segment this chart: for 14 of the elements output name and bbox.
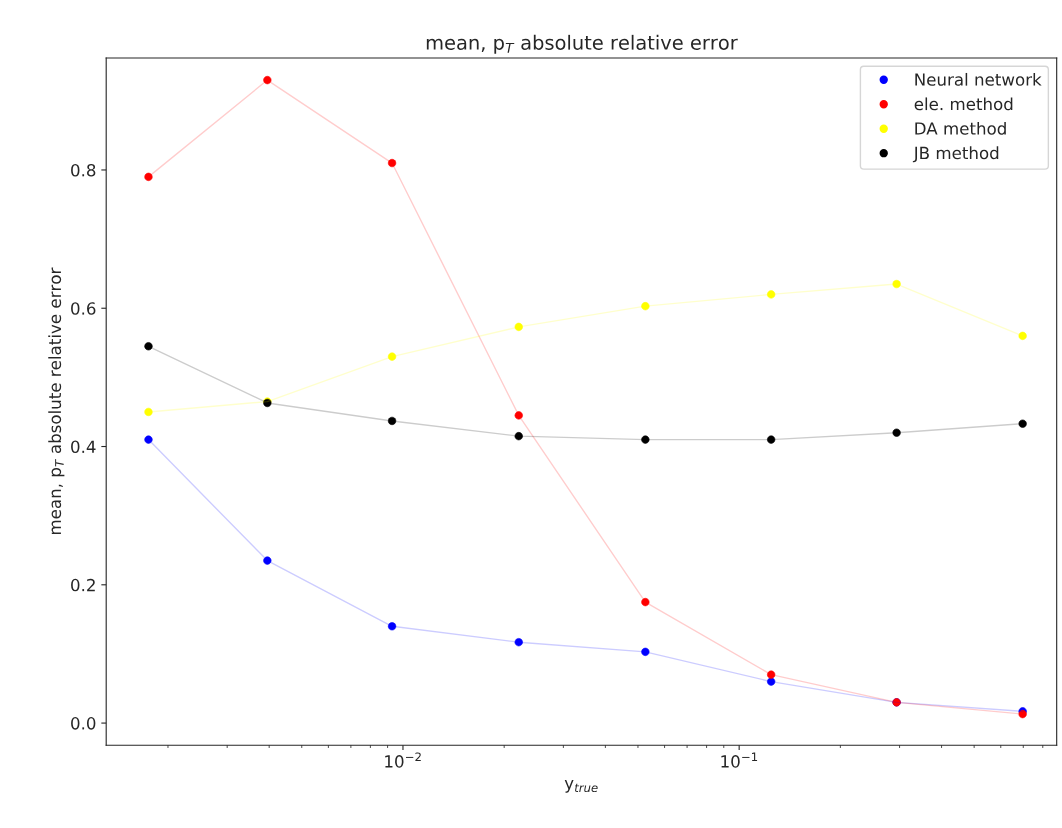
legend-label: ele. method — [914, 97, 1013, 111]
y-tick-label: 0.2 — [71, 578, 95, 592]
x-tick-label: 10$^{−1}$ — [721, 752, 758, 768]
x-tick-label: 10$^{−2}$ — [385, 752, 421, 768]
y-tick-label: 0.0 — [71, 717, 96, 730]
chart-title: mean, p$_{T}$ absolute relative error — [426, 34, 738, 54]
y-axis-title: mean, p$_{T}$ absolute relative error — [48, 267, 65, 535]
y-tick-label: 0.8 — [71, 163, 96, 177]
x-axis-title: y$_{true}$ — [564, 780, 598, 793]
legend-label: JB method — [912, 146, 999, 163]
legend-label: Neural network — [915, 72, 1042, 86]
legend-label: DA method — [915, 121, 1006, 135]
y-tick-label: 0.6 — [71, 302, 96, 315]
y-tick-label: 0.4 — [71, 440, 96, 454]
